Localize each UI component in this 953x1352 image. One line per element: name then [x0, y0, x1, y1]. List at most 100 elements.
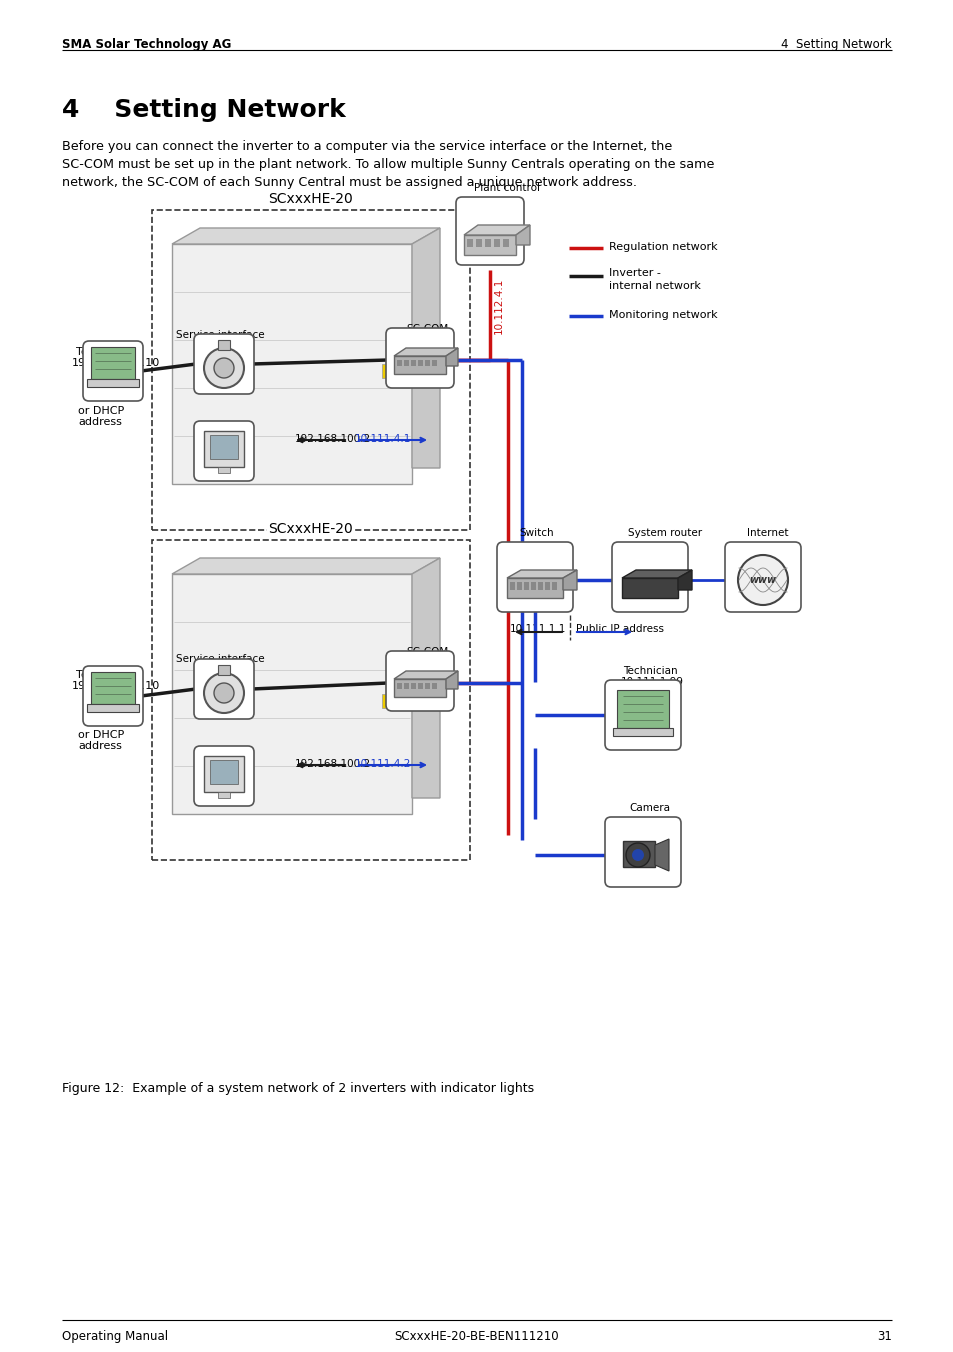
Text: address: address: [78, 741, 122, 750]
FancyBboxPatch shape: [193, 658, 253, 719]
Text: internal network: internal network: [608, 281, 700, 291]
Text: SC-COM: SC-COM: [406, 324, 448, 334]
Text: Display: Display: [205, 425, 243, 434]
Text: SCxxxHE-20: SCxxxHE-20: [269, 192, 353, 206]
Bar: [617, 690, 668, 727]
FancyBboxPatch shape: [193, 334, 253, 393]
Polygon shape: [655, 840, 668, 871]
Bar: [87, 379, 139, 387]
Bar: [172, 243, 412, 484]
Bar: [204, 431, 244, 466]
Bar: [484, 239, 491, 247]
Bar: [218, 339, 230, 350]
Text: Technician: Technician: [622, 667, 677, 676]
Bar: [87, 704, 139, 713]
Text: or DHCP: or DHCP: [78, 406, 124, 416]
Text: Switch: Switch: [518, 529, 553, 538]
Text: Internet: Internet: [746, 529, 788, 538]
Bar: [381, 694, 395, 708]
Polygon shape: [446, 671, 457, 690]
Bar: [411, 360, 416, 366]
Text: Before you can connect the inverter to a computer via the service interface or t: Before you can connect the inverter to a…: [62, 141, 672, 153]
Polygon shape: [678, 571, 691, 589]
Bar: [467, 239, 473, 247]
Text: 31: 31: [876, 1330, 891, 1343]
Bar: [403, 683, 409, 690]
FancyBboxPatch shape: [612, 542, 687, 612]
Text: SCxxxHE-20-BE-BEN111210: SCxxxHE-20-BE-BEN111210: [395, 1330, 558, 1343]
FancyBboxPatch shape: [497, 542, 573, 612]
Bar: [506, 579, 562, 598]
FancyBboxPatch shape: [193, 420, 253, 481]
FancyBboxPatch shape: [83, 667, 143, 726]
Polygon shape: [562, 571, 577, 589]
Bar: [417, 683, 422, 690]
FancyBboxPatch shape: [456, 197, 523, 265]
Polygon shape: [412, 558, 439, 798]
Circle shape: [738, 556, 787, 604]
Bar: [172, 575, 412, 814]
Bar: [432, 683, 436, 690]
Text: 10.111.4.2: 10.111.4.2: [355, 758, 411, 769]
Text: Inverter -: Inverter -: [608, 268, 660, 279]
Bar: [494, 239, 499, 247]
Bar: [531, 581, 536, 589]
Text: 4  Setting Network: 4 Setting Network: [781, 38, 891, 51]
Bar: [544, 581, 550, 589]
Circle shape: [213, 683, 233, 703]
Text: System router: System router: [627, 529, 701, 538]
Text: 10.111.4.1: 10.111.4.1: [355, 434, 411, 443]
Bar: [210, 435, 237, 458]
Bar: [424, 683, 430, 690]
Bar: [396, 683, 401, 690]
Bar: [537, 581, 542, 589]
Circle shape: [625, 844, 649, 867]
Circle shape: [204, 347, 244, 388]
Text: Technician: Technician: [76, 671, 134, 680]
Bar: [394, 679, 446, 698]
Text: SMA Solar Technology AG: SMA Solar Technology AG: [62, 38, 232, 51]
Text: Service interface: Service interface: [175, 330, 264, 339]
Text: 192.168.100.10: 192.168.100.10: [71, 358, 160, 368]
Text: 192.168.100.2: 192.168.100.2: [294, 758, 371, 769]
Polygon shape: [621, 571, 691, 579]
Polygon shape: [506, 571, 577, 579]
Bar: [417, 360, 422, 366]
Bar: [210, 760, 237, 784]
Text: address: address: [78, 416, 122, 427]
Text: SC-COM: SC-COM: [406, 648, 448, 657]
Bar: [152, 539, 470, 860]
Polygon shape: [463, 224, 530, 235]
Text: 192.168.100.10: 192.168.100.10: [71, 681, 160, 691]
Text: Service interface: Service interface: [175, 654, 264, 664]
Circle shape: [631, 849, 643, 861]
FancyBboxPatch shape: [604, 817, 680, 887]
Bar: [394, 356, 446, 375]
Bar: [218, 466, 230, 473]
Circle shape: [204, 673, 244, 713]
Bar: [403, 360, 409, 366]
FancyBboxPatch shape: [386, 329, 454, 388]
Bar: [463, 235, 516, 256]
Polygon shape: [172, 558, 439, 575]
Bar: [517, 581, 521, 589]
Polygon shape: [446, 347, 457, 366]
FancyBboxPatch shape: [604, 680, 680, 750]
Text: or DHCP: or DHCP: [78, 730, 124, 740]
Polygon shape: [172, 228, 439, 243]
FancyBboxPatch shape: [386, 652, 454, 711]
Bar: [204, 756, 244, 792]
Bar: [218, 665, 230, 675]
Bar: [218, 792, 230, 798]
Bar: [381, 364, 395, 379]
Bar: [613, 727, 672, 735]
Text: 10.111.1.99: 10.111.1.99: [620, 677, 683, 687]
Bar: [411, 683, 416, 690]
Text: Plant control: Plant control: [474, 183, 539, 193]
Text: Public IP address: Public IP address: [576, 625, 663, 634]
Bar: [152, 210, 470, 530]
Bar: [621, 579, 678, 598]
Bar: [396, 360, 401, 366]
Text: Technician: Technician: [76, 347, 134, 357]
Text: Display: Display: [205, 750, 243, 760]
